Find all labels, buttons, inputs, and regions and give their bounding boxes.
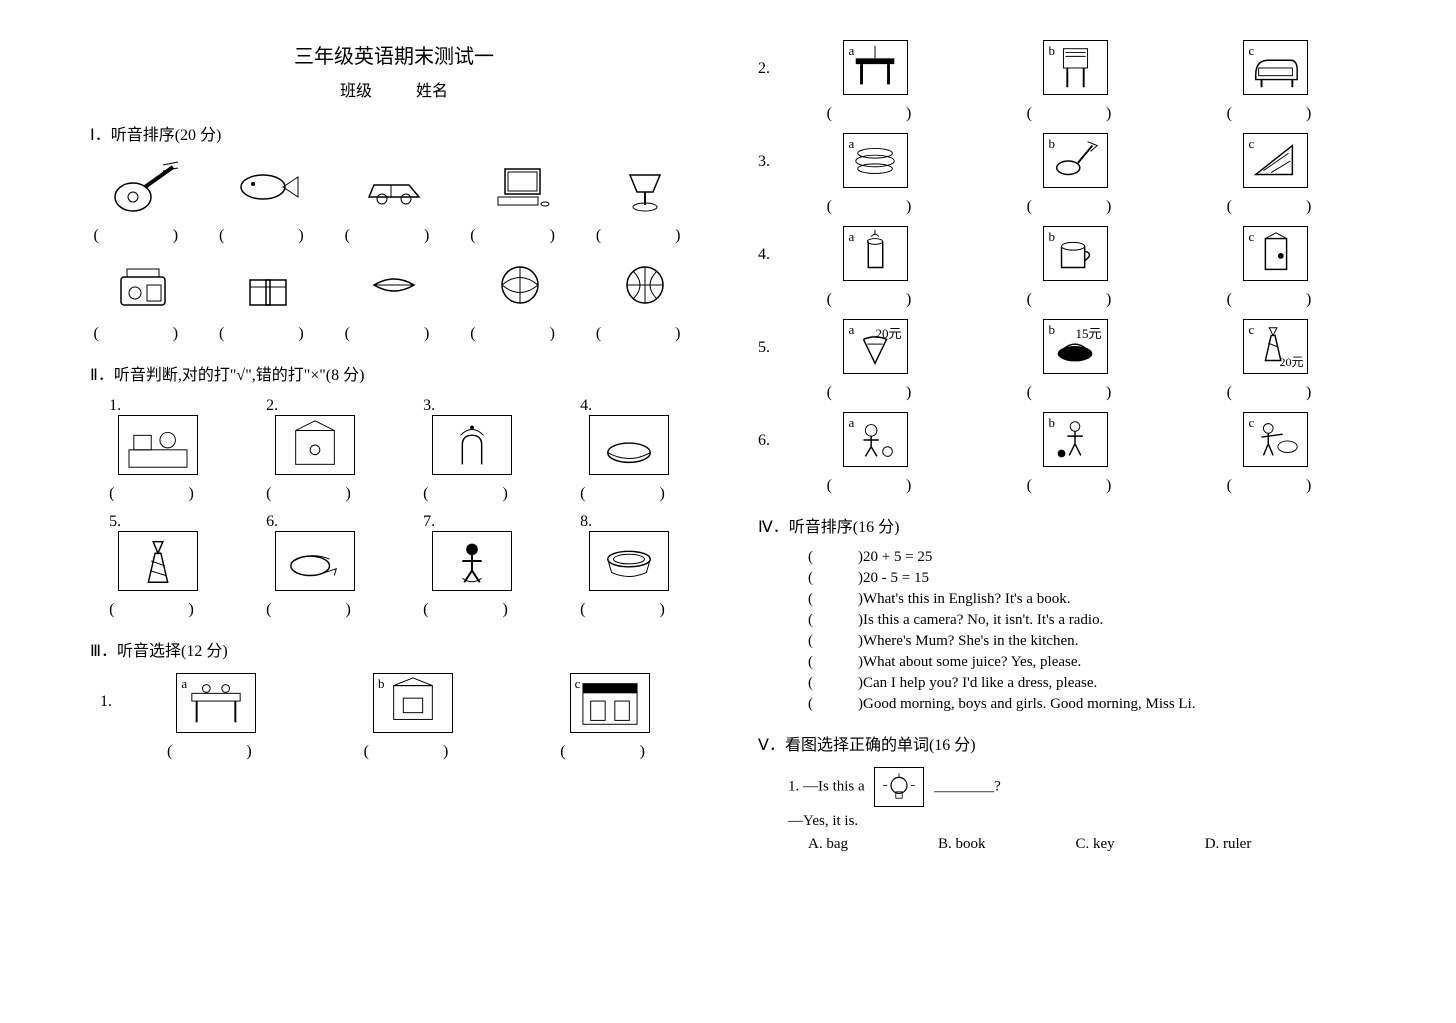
q-num: 1. [100, 693, 112, 711]
blank: ( ) [93, 319, 192, 343]
q-num: 5. [109, 513, 121, 531]
blank: ( ) [219, 221, 318, 245]
blank: ( ) [596, 221, 695, 245]
opt-c: C. key [1076, 836, 1115, 853]
section-3-title: Ⅲ．听音选择(12 分) [90, 637, 708, 661]
exam-title: 三年级英语期末测试一 [80, 40, 708, 69]
right-page: 2. a( ) b( ) c( ) 3. a( ) b( ) c( ) 4. a… [728, 40, 1396, 983]
section-1-title: Ⅰ．听音排序(20 分) [90, 121, 708, 145]
s2-row1: 1.( ) 2.( ) 3.( ) 4.( ) [80, 397, 708, 503]
q-num: 7. [423, 513, 435, 531]
s1-item-computer: ( ) [470, 157, 569, 245]
s1-item-volleyball: ( ) [470, 255, 569, 343]
s2-row2: 5.( ) 6.( ) 7.( ) 8.( ) [80, 513, 708, 619]
q-num: 4. [580, 397, 592, 415]
s1-row2: ( ) ( ) ( ) ( ) ( ) [80, 255, 708, 343]
s5-q1: 1. —Is this a ________? [788, 767, 1376, 807]
blank: ( ) [219, 319, 318, 343]
lightbulb-icon [874, 767, 924, 807]
blank: ( ) [345, 319, 444, 343]
opt-d: D. ruler [1205, 836, 1252, 853]
s1-item-mouth: ( ) [345, 255, 444, 343]
s1-item-guitar: ( ) [93, 157, 192, 245]
blank: ( ) [596, 319, 695, 343]
blank: ( ) [345, 221, 444, 245]
section-4-title: Ⅳ．听音排序(16 分) [758, 513, 1376, 537]
q-num: 3. [423, 397, 435, 415]
section-5-title: Ⅴ．看图选择正确的单词(16 分) [758, 731, 1376, 755]
section-2-title: Ⅱ．听音判断,对的打"√",错的打"×"(8 分) [90, 361, 708, 385]
q-num: 6. [266, 513, 278, 531]
blank: ( ) [470, 319, 569, 343]
s1-item-lamp: ( ) [596, 157, 695, 245]
name-label: 姓名 [416, 83, 448, 100]
opt-b: B. book [938, 836, 986, 853]
s1-item-car: ( ) [345, 157, 444, 245]
q-num: 8. [580, 513, 592, 531]
s3-row1: a( ) b( ) c( ) [118, 673, 708, 761]
q-num: 2. [266, 397, 278, 415]
s1-item-radio: ( ) [93, 255, 192, 343]
s1-item-fish: ( ) [219, 157, 318, 245]
header-fields: 班级 姓名 [80, 77, 708, 101]
s1-item-books: ( ) [219, 255, 318, 343]
blank: ( ) [93, 221, 192, 245]
opt-a: A. bag [808, 836, 848, 853]
class-label: 班级 [340, 83, 372, 100]
s5-options: A. bag B. book C. key D. ruler [808, 836, 1376, 853]
s1-row1: ( ) ( ) ( ) ( ) ( ) [80, 157, 708, 245]
blank: ( ) [470, 221, 569, 245]
q-num: 1. [109, 397, 121, 415]
left-page: 三年级英语期末测试一 班级 姓名 Ⅰ．听音排序(20 分) ( ) ( ) ( … [60, 40, 728, 983]
s1-item-basketball: ( ) [596, 255, 695, 343]
